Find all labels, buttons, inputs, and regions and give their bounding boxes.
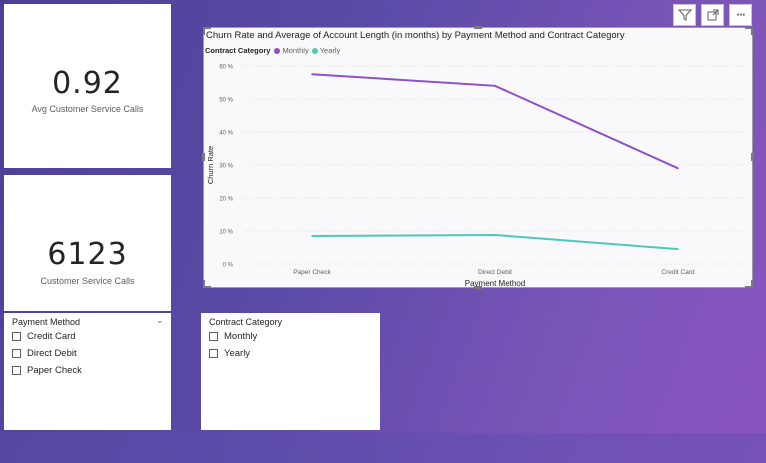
slicer-option-label: Paper Check: [27, 365, 82, 376]
data-point-monthly: [677, 167, 679, 170]
series-line-monthly: [311, 73, 679, 170]
slicer-option-direct-debit[interactable]: Direct Debit: [12, 348, 77, 359]
x-tick-label: Paper Check: [293, 269, 331, 276]
resize-corner[interactable]: [203, 280, 211, 288]
data-point-monthly: [311, 73, 313, 76]
slicer-option-label: Credit Card: [27, 331, 76, 342]
focus-mode-icon: [707, 9, 718, 21]
slicer-option-label: Direct Debit: [27, 348, 77, 359]
legend-marker-yearly: [311, 47, 318, 54]
kpi-label: Avg Customer Service Calls: [31, 104, 144, 114]
focus-mode-button[interactable]: [701, 4, 724, 26]
data-point-monthly: [494, 85, 496, 87]
filter-icon: [677, 9, 692, 21]
more-options-icon: ···: [736, 9, 745, 21]
resize-handle[interactable]: [751, 153, 754, 161]
legend-item-monthly[interactable]: Monthly: [282, 46, 309, 55]
payment-method-slicer[interactable]: Payment Method ⌄ Credit Card Direct Debi…: [4, 313, 171, 430]
slicer-option-credit-card[interactable]: Credit Card: [12, 331, 76, 342]
slicer-title: Contract Category: [209, 317, 283, 327]
chart-plot: 0 % 10 % 20 % 30 % 40 % 50 % 60 % Paper Check Di…: [206, 65, 744, 287]
checkbox[interactable]: [209, 349, 218, 358]
x-axis-title: Payment Method: [465, 279, 525, 287]
y-tick-label: 0 %: [223, 263, 234, 269]
y-tick-label: 50 %: [219, 98, 233, 104]
slicer-option-monthly[interactable]: Monthly: [209, 331, 257, 342]
checkbox[interactable]: [209, 332, 218, 341]
chart-title: Churn Rate and Average of Account Length…: [206, 30, 625, 41]
x-tick-label: Credit Card: [661, 269, 695, 276]
y-tick-label: 30 %: [219, 164, 233, 170]
legend-marker-monthly: [274, 47, 281, 54]
kpi-card-avg-calls[interactable]: 0.92 Avg Customer Service Calls: [4, 4, 171, 168]
kpi-label: Customer Service Calls: [40, 276, 135, 286]
resize-handle[interactable]: [474, 26, 482, 29]
data-point-yearly: [311, 235, 313, 237]
data-point-yearly: [494, 234, 496, 236]
contract-category-slicer[interactable]: Contract Category Monthly Yearly: [201, 313, 380, 430]
kpi-value: 6123: [47, 237, 128, 272]
slicer-option-paper-check[interactable]: Paper Check: [12, 365, 82, 376]
chevron-down-icon[interactable]: ⌄: [156, 316, 164, 326]
resize-corner[interactable]: [203, 27, 211, 35]
checkbox[interactable]: [12, 366, 21, 375]
resize-handle[interactable]: [202, 153, 205, 161]
churn-line-chart[interactable]: Churn Rate and Average of Account Length…: [202, 26, 754, 289]
chart-legend: Contract Category Monthly Yearly: [205, 46, 340, 55]
y-tick-label: 10 %: [219, 230, 233, 236]
slicer-title: Payment Method: [12, 317, 81, 327]
kpi-value: 0.92: [52, 66, 123, 101]
kpi-card-service-calls[interactable]: 6123 Customer Service Calls: [4, 175, 171, 311]
filter-button[interactable]: [673, 4, 696, 26]
resize-corner[interactable]: [745, 280, 753, 288]
x-tick-label: Direct Debit: [478, 269, 512, 276]
resize-handle[interactable]: [474, 286, 482, 289]
checkbox[interactable]: [12, 349, 21, 358]
slicer-option-label: Yearly: [224, 348, 251, 359]
y-tick-label: 20 %: [219, 197, 233, 203]
slicer-option-yearly[interactable]: Yearly: [209, 348, 250, 359]
data-point-yearly: [677, 248, 679, 250]
y-tick-label: 40 %: [219, 131, 233, 137]
series-line-yearly: [311, 233, 679, 251]
checkbox[interactable]: [12, 332, 21, 341]
legend-title: Contract Category: [205, 46, 271, 55]
slicer-option-label: Monthly: [224, 331, 258, 342]
y-tick-label: 60 %: [219, 65, 233, 71]
legend-item-yearly[interactable]: Yearly: [319, 46, 341, 55]
page-footer-band: [0, 433, 766, 463]
resize-corner[interactable]: [745, 27, 753, 35]
y-axis-title: Churn Rate: [206, 146, 215, 184]
more-options-button[interactable]: ···: [729, 4, 752, 26]
